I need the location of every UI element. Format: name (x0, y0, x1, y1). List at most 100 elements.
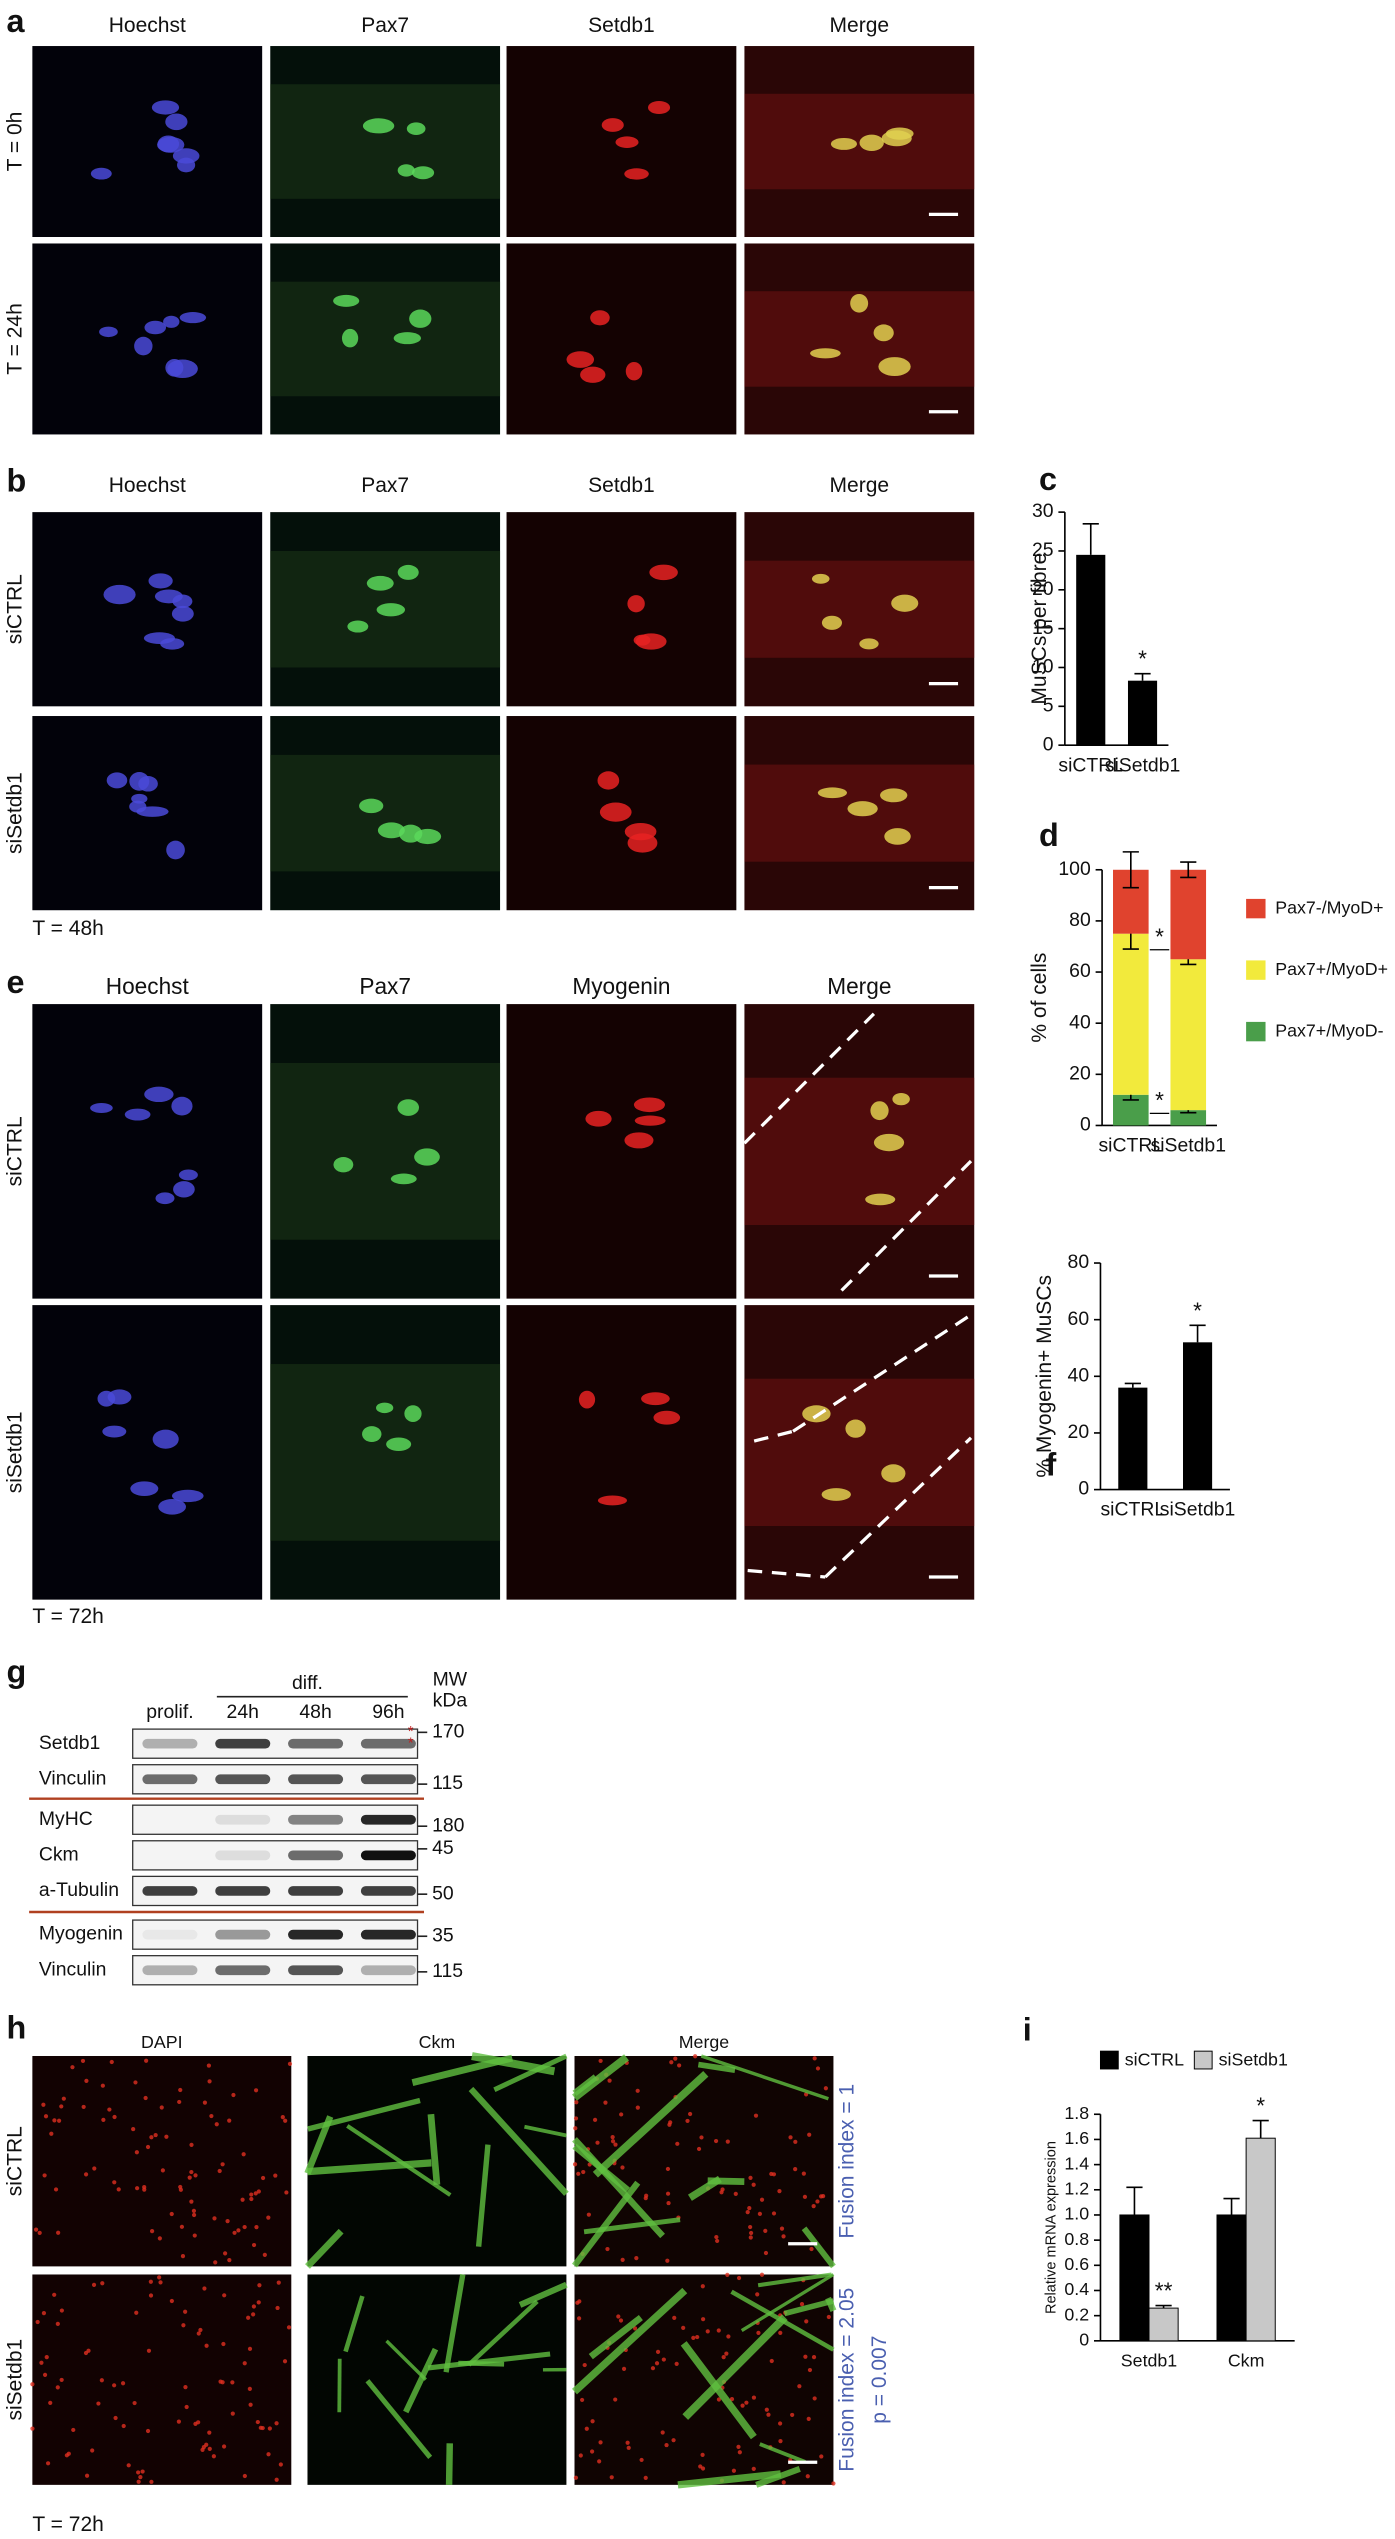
micrograph (270, 512, 501, 707)
nucleus (737, 2450, 742, 2455)
nucleus (183, 2309, 188, 2314)
micrograph-haze (270, 84, 501, 199)
column-header: Merge (679, 2032, 730, 2052)
nucleus (665, 2191, 671, 2196)
myotube (572, 2054, 629, 2101)
blot-band (142, 1738, 198, 1749)
nucleus (222, 2251, 228, 2256)
nucleus (84, 2473, 90, 2478)
nucleus (799, 2302, 805, 2307)
nucleus (44, 2355, 49, 2360)
panel-letter: c (1039, 461, 1057, 497)
nucleus (274, 2421, 279, 2426)
nucleus (249, 2196, 254, 2202)
nucleus (891, 594, 919, 612)
nucleus (30, 2382, 35, 2387)
nucleus (362, 118, 395, 134)
y-tick-label: 100 (1058, 858, 1091, 880)
nucleus (677, 2063, 682, 2068)
y-tick-label: 0.4 (1064, 2279, 1089, 2299)
nucleus (805, 2474, 810, 2479)
nucleus (276, 2280, 281, 2285)
nucleus (33, 2227, 39, 2232)
nucleus (577, 2316, 582, 2321)
nucleus (227, 2258, 232, 2263)
nucleus (120, 2381, 126, 2386)
nucleus (376, 603, 406, 617)
myotube (588, 2314, 643, 2360)
nucleus (669, 2060, 674, 2065)
nucleus (693, 2054, 698, 2059)
y-tick-label: 80 (1068, 1251, 1090, 1273)
nucleus (698, 2464, 703, 2469)
nucleus (221, 2444, 227, 2449)
nucleus (574, 2100, 579, 2105)
time-note: T = 72h (32, 1605, 103, 1628)
nucleus (621, 2366, 627, 2371)
legend-label: siSetdb1 (1219, 2050, 1288, 2070)
nucleus (52, 2118, 57, 2123)
micrograph-haze (744, 1077, 975, 1225)
nucleus (809, 2246, 814, 2252)
nucleus (176, 2419, 181, 2424)
nucleus (826, 2314, 831, 2320)
nucleus (649, 564, 678, 581)
nucleus (620, 2165, 625, 2170)
nucleus (884, 828, 911, 845)
nucleus (217, 2168, 222, 2174)
nucleus (169, 2211, 174, 2217)
nucleus (134, 2150, 139, 2155)
annotation: * (1256, 2093, 1265, 2119)
nucleus (70, 2065, 75, 2070)
nucleus (781, 2234, 786, 2239)
nucleus (56, 2118, 62, 2123)
nucleus (641, 1392, 670, 1406)
y-axis-label: Relative mRNA expression (1044, 2141, 1060, 2314)
nucleus (163, 315, 180, 328)
column-header: Myogenin (572, 973, 670, 999)
micrograph (270, 243, 501, 435)
y-tick-label: 1.0 (1064, 2204, 1089, 2224)
error-bar (1124, 1382, 1141, 1388)
nucleus (414, 828, 442, 845)
nucleus (42, 2372, 48, 2378)
nucleus (333, 294, 360, 307)
nucleus (278, 2462, 283, 2467)
y-tick-label: 0 (1043, 733, 1054, 755)
nucleus (700, 2284, 705, 2289)
nucleus (134, 2310, 139, 2315)
nucleus (779, 2226, 785, 2231)
nucleus (744, 2400, 749, 2405)
myotube (467, 2299, 539, 2367)
nucleus (627, 595, 645, 613)
nucleus (634, 2256, 639, 2261)
nucleus (747, 2205, 752, 2211)
column-header: Setdb1 (588, 474, 655, 497)
nucleus (807, 2132, 812, 2137)
y-tick-label: 1.2 (1064, 2178, 1089, 2198)
nucleus (566, 351, 595, 368)
blot-label: Vinculin (39, 1958, 107, 1980)
nucleus (696, 2146, 702, 2152)
nucleus (202, 2286, 207, 2291)
nucleus (207, 2430, 212, 2435)
nucleus (274, 2477, 279, 2482)
nucleus (180, 2253, 186, 2259)
error-bar (1122, 851, 1139, 889)
myotube (740, 2273, 835, 2332)
blot-band (215, 1850, 271, 1861)
nucleus (592, 2117, 598, 2122)
panel-letter: h (6, 2010, 26, 2046)
nucleus (778, 2330, 783, 2335)
nucleus (157, 2275, 162, 2280)
micrograph-bg (32, 1004, 263, 1299)
nucleus (248, 2402, 253, 2407)
micrograph-haze (270, 281, 501, 397)
nucleus (635, 2088, 640, 2093)
nucleus (92, 2166, 97, 2171)
fusion-note: Fusion index = 1 (836, 2084, 859, 2239)
nucleus (240, 2197, 245, 2202)
nucleus (807, 2367, 813, 2373)
y-tick-label: 25 (1032, 539, 1054, 561)
mw-header: MW (433, 1669, 468, 1691)
